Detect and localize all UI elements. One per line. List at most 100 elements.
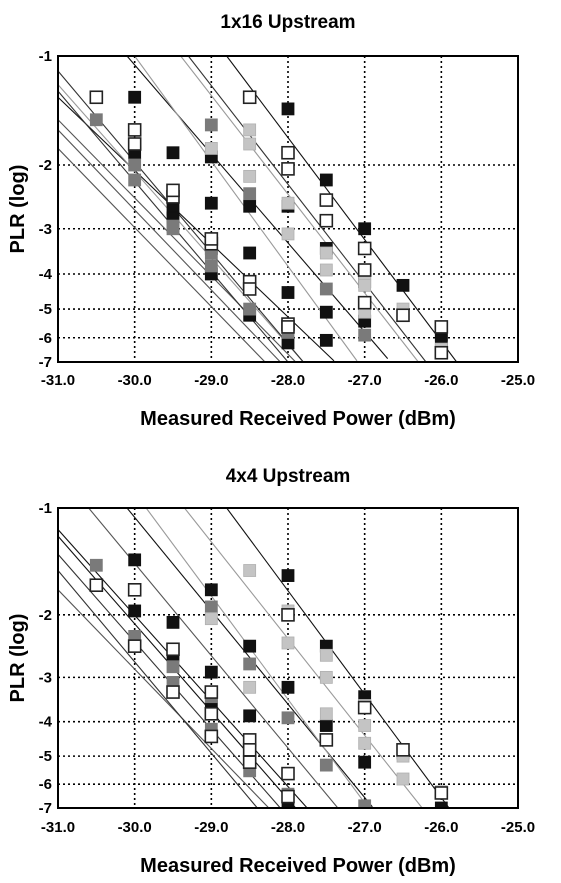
data-point-open [127, 137, 142, 151]
y-tick-label: -5 [39, 301, 52, 318]
fit-line-black [58, 529, 308, 808]
fit-line-open [187, 56, 427, 362]
plot-frame [57, 55, 519, 363]
data-point-light-gray [396, 772, 410, 786]
data-point-open [242, 90, 257, 105]
data-point-black [243, 246, 257, 260]
data-point-open [127, 583, 142, 597]
fit-line-black [126, 56, 389, 359]
data-point-dark-gray [358, 799, 372, 808]
data-point-open [434, 786, 449, 800]
y-tick-label: -1 [39, 500, 52, 517]
data-point-light-gray [358, 719, 372, 732]
fit-line-black [226, 508, 450, 808]
plot-frame [57, 507, 519, 809]
data-point-open [396, 308, 410, 323]
data-point-black [319, 305, 333, 319]
data-point-black [166, 615, 180, 629]
data-point-light-gray [281, 196, 295, 210]
data-point-light-gray [319, 246, 333, 260]
x-axis-label: Measured Received Power (dBm) [140, 855, 456, 877]
x-tick-label: -29.0 [194, 372, 228, 389]
data-point-black [243, 639, 257, 653]
data-point-open [434, 320, 449, 334]
x-tick-label: -27.0 [348, 372, 382, 389]
data-point-dark-gray [243, 187, 257, 201]
data-point-light-gray [319, 707, 333, 721]
data-point-black [358, 755, 372, 769]
y-tick-label: -3 [39, 669, 52, 686]
data-point-dark-gray [204, 600, 218, 614]
x-tick-label: -25.0 [501, 819, 535, 836]
chart-2: 4x4 Upstream -1 -2 -3 -4 -5 -6 -7 -31.0 -30.0 -29.… [7, 466, 535, 877]
data-point-open [281, 145, 295, 160]
data-point-black [166, 146, 180, 160]
data-point-dark-gray [128, 158, 142, 172]
data-point-black [319, 173, 333, 187]
data-point-light-gray [281, 636, 295, 650]
y-tick-label: -2 [39, 607, 52, 624]
y-tick-label: -6 [39, 776, 52, 793]
data-point-dark-gray [243, 302, 257, 316]
data-point-light-gray [204, 142, 218, 155]
data-point-black [319, 719, 333, 732]
data-point-dark-gray [204, 118, 218, 132]
data-point-open [204, 707, 219, 721]
x-tick-label: -26.0 [424, 819, 458, 836]
data-point-open [166, 685, 180, 699]
data-point-open [281, 608, 295, 622]
x-axis-label: Measured Received Power (dBm) [140, 408, 456, 430]
y-tick-label: -2 [39, 157, 52, 174]
data-point-open [242, 743, 257, 757]
x-tick-label: -30.0 [118, 372, 152, 389]
data-point-light-gray [281, 227, 295, 241]
data-point-dark-gray [281, 711, 295, 725]
data-point-dark-gray [204, 259, 218, 273]
data-point-open [127, 123, 142, 137]
data-point-dark-gray [243, 657, 257, 671]
data-point-black [319, 333, 333, 347]
y-tick-label: -5 [39, 748, 52, 765]
data-point-open [281, 162, 295, 176]
data-point-dark-gray [166, 222, 180, 236]
data-point-open [166, 642, 180, 657]
data-point-dark-gray [89, 113, 103, 127]
data-point-black [281, 286, 295, 299]
chart-1: 1x16 Upstream -1 -2 -3 -4 -5 -6 -7-31.0 -30.0 -29… [7, 12, 535, 430]
data-point-black [243, 709, 257, 723]
data-point-open [127, 639, 142, 653]
data-point-light-gray [204, 612, 218, 626]
data-point-open [204, 729, 219, 744]
fit-line-light_gray [58, 84, 304, 362]
data-point-black [243, 199, 257, 213]
data-point-open [357, 263, 372, 277]
x-tick-label: -29.0 [194, 819, 228, 836]
data-point-dark-gray [319, 282, 333, 296]
x-tick-label: -27.0 [348, 819, 382, 836]
y-tick-label: -4 [39, 266, 53, 283]
chart-title: 4x4 Upstream [226, 466, 351, 487]
y-tick-label: -6 [39, 330, 52, 347]
data-point-light-gray [319, 263, 333, 277]
fit-line-open [58, 570, 258, 808]
x-tick-label: -28.0 [271, 819, 305, 836]
data-point-open [242, 282, 257, 296]
data-point-open [357, 241, 372, 256]
data-point-light-gray [319, 670, 333, 684]
data-point-dark-gray [128, 173, 142, 187]
chart-title: 1x16 Upstream [220, 12, 355, 33]
fit-line-black [58, 96, 335, 362]
data-point-open [281, 789, 295, 804]
data-point-open [357, 700, 372, 715]
fit-line-light_gray [180, 56, 419, 362]
data-point-black [204, 196, 218, 210]
data-point-open [281, 766, 295, 781]
fit-line-dark_gray [58, 589, 270, 808]
data-point-dark-gray [319, 758, 333, 772]
data-point-light-gray [243, 564, 257, 577]
data-point-light-gray [358, 278, 372, 292]
data-point-open [166, 183, 180, 198]
y-tick-label: -3 [39, 221, 52, 238]
y-tick-label: -7 [39, 800, 52, 817]
